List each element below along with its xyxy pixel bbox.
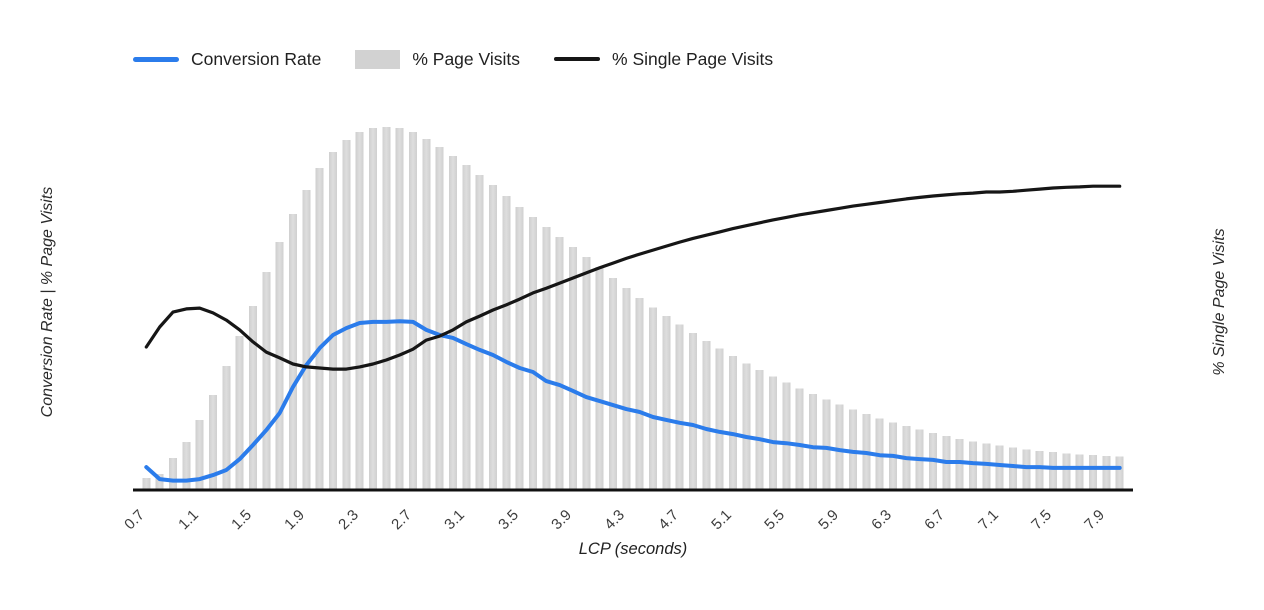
page-visits-bar — [835, 404, 844, 490]
page-visits-bar — [382, 127, 391, 490]
page-visits-bar — [609, 278, 617, 490]
page-visits-bar — [555, 237, 564, 490]
legend-label-page-visits: % Page Visits — [412, 48, 521, 69]
page-visits-bar — [742, 363, 751, 490]
page-visits-bar — [689, 332, 697, 490]
page-visits-bar — [715, 348, 724, 490]
conversion-rate-line — [144, 319, 1122, 483]
page-visits-bar — [235, 336, 244, 490]
page-visits-bar — [729, 356, 737, 490]
page-visits-bar — [275, 242, 284, 490]
page-visits-bar — [182, 442, 191, 490]
x-tick-label: 7.1 — [974, 506, 1002, 534]
legend-item-conversion-rate[interactable]: Conversion Rate — [133, 49, 321, 70]
page-visits-bar — [195, 419, 204, 490]
page-visits-bar — [329, 152, 337, 490]
page-visits-bar — [795, 388, 804, 490]
page-visits-bar — [1089, 455, 1097, 490]
page-visits-bar — [529, 217, 537, 490]
page-visits-bar — [622, 288, 631, 490]
y-axis-label-left: Conversion Rate | % Page Visits — [39, 186, 56, 418]
page-visits-bar — [1022, 449, 1031, 490]
legend-label-conversion-rate: Conversion Rate — [191, 48, 322, 69]
page-visits-bar — [315, 168, 324, 490]
legend-swatch-page-visits — [355, 49, 401, 69]
page-visits-bar — [1009, 447, 1017, 490]
legend-swatch-conversion-rate — [133, 56, 179, 62]
page-visits-bar — [355, 132, 364, 490]
page-visits-bar — [395, 128, 404, 490]
page-visits-bar — [649, 307, 657, 490]
page-visits-bar — [1102, 455, 1111, 490]
y-axis-label-right: % Single Page Visits — [1211, 228, 1228, 376]
page-visits-bar — [249, 306, 257, 490]
page-visits-bars — [142, 127, 1124, 491]
x-axis-label: LCP (seconds) — [578, 540, 688, 558]
x-tick-label: 7.9 — [1081, 506, 1109, 534]
x-tick-label: 1.1 — [174, 506, 202, 534]
page-visits-bar — [422, 139, 431, 490]
page-visits-bar — [1075, 454, 1084, 490]
page-visits-bar — [502, 196, 511, 490]
page-visits-bar — [582, 257, 591, 490]
x-tick-label: 7.5 — [1028, 506, 1056, 534]
page-visits-bar — [475, 174, 484, 490]
page-visits-bar — [662, 316, 671, 490]
page-visits-bar — [542, 226, 551, 491]
page-visits-bar — [289, 214, 297, 490]
page-visits-bar — [955, 438, 964, 490]
page-visits-bar — [595, 267, 604, 490]
page-visits-bar — [1062, 453, 1071, 490]
plot-area — [133, 127, 1133, 492]
page-visits-bar — [675, 324, 684, 490]
page-visits-bar — [969, 441, 977, 490]
page-visits-bar — [515, 206, 524, 490]
page-visits-bar — [435, 147, 444, 490]
page-visits-bar — [1049, 452, 1057, 490]
page-visits-bar — [1115, 456, 1124, 490]
legend-item-single-page-visits[interactable]: % Single Page Visits — [554, 49, 773, 70]
legend-swatch-single-page-visits — [554, 57, 601, 61]
page-visits-bar — [782, 382, 791, 490]
page-visits-bar — [755, 369, 764, 490]
page-visits-bar — [995, 445, 1004, 490]
page-visits-bar — [409, 132, 417, 490]
page-visits-bar — [702, 340, 711, 490]
page-visits-bar — [155, 474, 164, 490]
page-visits-bar — [142, 478, 151, 490]
legend-label-single-page-visits: % Single Page Visits — [612, 48, 774, 69]
page-visits-bar — [1035, 450, 1044, 490]
page-visits-bar — [462, 165, 471, 490]
page-visits-bar — [982, 443, 991, 490]
page-visits-bar — [302, 190, 311, 490]
page-visits-bar — [635, 298, 644, 490]
page-visits-bar — [569, 247, 577, 490]
page-visits-bar — [769, 376, 777, 490]
page-visits-bar — [209, 394, 217, 490]
x-tick-label: 0.7 — [121, 506, 149, 534]
page-visits-bar — [822, 399, 831, 490]
page-visits-bar — [449, 156, 457, 490]
x-tick-label: 1.9 — [281, 506, 309, 534]
page-visits-bar — [809, 394, 817, 490]
page-visits-bar — [169, 458, 177, 490]
page-visits-bar — [489, 185, 497, 490]
page-visits-bar — [849, 409, 857, 490]
chart-legend: Conversion Rate % Page Visits % Single P… — [133, 44, 773, 74]
series-lines — [144, 184, 1122, 483]
legend-item-page-visits[interactable]: % Page Visits — [355, 49, 520, 70]
page-visits-bar — [262, 271, 271, 490]
page-visits-bar — [222, 365, 231, 490]
page-visits-bar — [342, 140, 351, 490]
x-tick-label: 1.5 — [228, 506, 256, 534]
-single-page-visits-line — [144, 184, 1122, 371]
page-visits-bar — [369, 128, 377, 490]
